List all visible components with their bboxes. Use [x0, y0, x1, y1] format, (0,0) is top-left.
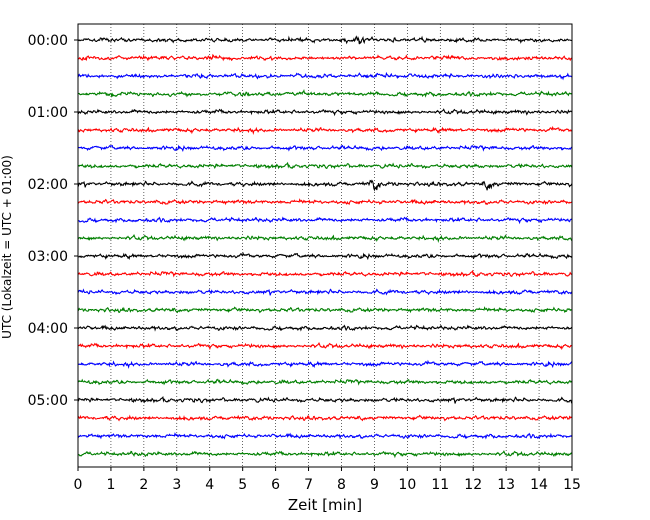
x-tick-label: 3 [172, 477, 181, 493]
trace-0215 [77, 198, 573, 206]
x-tick-label: 0 [74, 477, 83, 493]
x-tick-label: 11 [431, 477, 449, 493]
trace-0245 [77, 233, 573, 244]
trace-0445 [77, 378, 573, 386]
x-tick-label: 12 [464, 477, 482, 493]
trace-0345 [77, 306, 573, 314]
trace-0145 [77, 161, 573, 170]
y-axis-label: UTC (Lokalzeit = UTC + 01:00) [0, 155, 14, 339]
y-tick-label: 03:00 [28, 249, 68, 265]
x-tick-label: 10 [398, 477, 416, 493]
trace-0545 [77, 450, 573, 459]
trace-0000 [77, 35, 573, 45]
trace-0230 [77, 216, 573, 225]
trace-0415 [77, 341, 573, 351]
trace-0045 [77, 89, 573, 98]
x-axis-ticks: 0 1 2 3 4 5 6 7 8 9 10 11 12 13 14 15 [74, 467, 581, 493]
x-gridlines [110, 24, 540, 467]
y-tick-label: 02:00 [28, 177, 68, 193]
trace-0100 [77, 108, 573, 117]
x-tick-label: 2 [139, 477, 148, 493]
plot-frame [77, 23, 573, 468]
trace-0400 [77, 324, 573, 332]
trace-0300 [78, 251, 573, 261]
x-tick-label: 9 [370, 477, 379, 493]
x-tick-label: 8 [337, 477, 346, 493]
trace-0530 [77, 432, 573, 440]
trace-0515 [77, 414, 573, 422]
trace-0115 [77, 125, 573, 136]
x-tick-label: 4 [205, 477, 214, 493]
trace-0200 [77, 179, 573, 192]
x-tick-label: 7 [304, 477, 313, 493]
x-tick-label: 13 [497, 477, 515, 493]
trace-0030 [77, 71, 573, 81]
y-tick-label: 00:00 [28, 33, 68, 49]
trace-0130 [77, 144, 573, 152]
x-tick-label: 1 [106, 477, 115, 493]
trace-0500 [77, 396, 573, 404]
x-axis-label: Zeit [min] [288, 496, 362, 514]
trace-0330 [77, 288, 573, 296]
y-axis-ticks: 00:00 01:00 02:00 03:00 04:00 05:00 [28, 33, 78, 409]
y-tick-label: 01:00 [28, 105, 68, 121]
x-tick-label: 5 [238, 477, 247, 493]
trace-0430 [77, 359, 573, 370]
y-tick-label: 05:00 [28, 393, 68, 409]
seismogram-traces [77, 35, 573, 459]
trace-0015 [77, 53, 573, 62]
x-tick-label: 14 [530, 477, 548, 493]
trace-0315 [77, 269, 573, 278]
y-tick-label: 04:00 [28, 321, 68, 337]
x-tick-label: 6 [271, 477, 280, 493]
x-tick-label: 15 [563, 477, 581, 493]
